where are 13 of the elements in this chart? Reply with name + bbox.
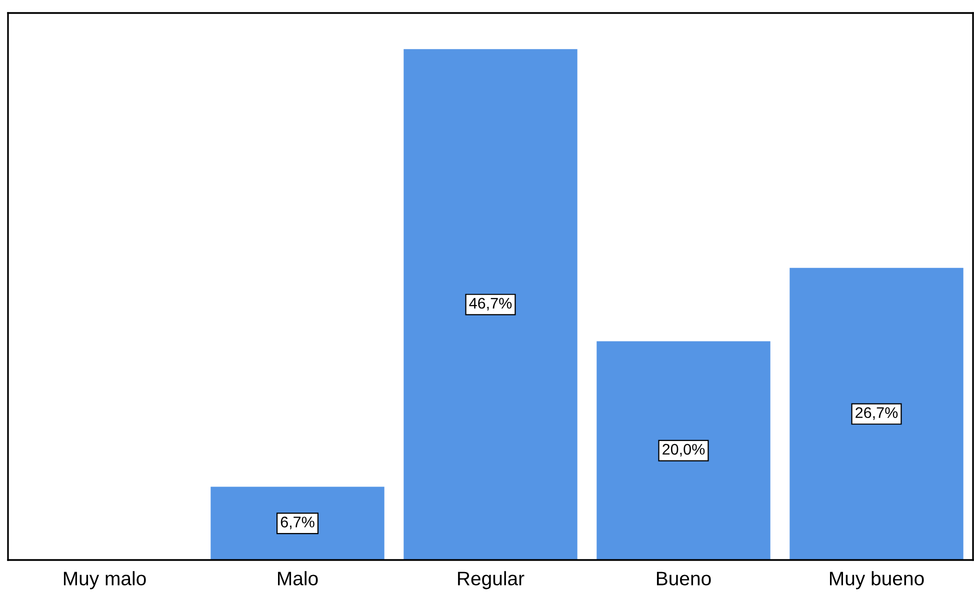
x-tick-label: Regular (458, 571, 524, 590)
bar (404, 49, 578, 560)
data-label: 46,7% (469, 298, 512, 310)
bar (210, 486, 384, 560)
bar (790, 268, 964, 560)
data-label: 20,0% (662, 444, 705, 457)
x-tick-label: Malo (278, 571, 318, 586)
data-label: 26,7% (856, 407, 898, 420)
x-tick-label: Muy malo (64, 571, 146, 590)
x-tick-label: Muy bueno (830, 571, 924, 590)
x-tick-label: Bueno (656, 572, 711, 586)
bar (596, 341, 770, 560)
data-label: 6,7% (280, 516, 314, 530)
